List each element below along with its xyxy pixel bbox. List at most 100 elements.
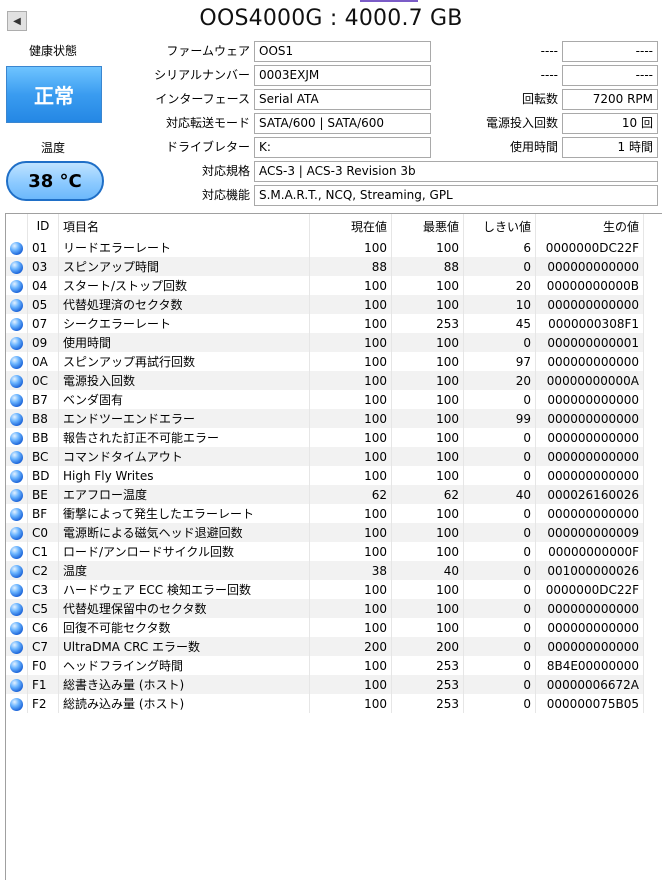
row-current: 100 — [309, 276, 392, 295]
health-status-badge[interactable]: 正常 — [6, 66, 102, 123]
header-id[interactable]: ID — [27, 214, 59, 238]
status-good-icon — [10, 640, 23, 654]
power-on-hours-label: 使用時間 — [509, 140, 558, 154]
table-row[interactable]: 07 シークエラーレート 100 253 45 0000000308F1 — [6, 314, 644, 333]
row-id: 0A — [27, 352, 59, 371]
table-row[interactable]: C7 UltraDMA CRC エラー数 200 200 0 000000000000 — [6, 637, 644, 656]
row-name: エンドツーエンドエラー — [58, 409, 310, 428]
row-threshold: 40 — [463, 485, 536, 504]
rotation-rate-field: 7200 RPM — [562, 89, 658, 110]
table-row[interactable]: 03 スピンアップ時間 88 88 0 000000000000 — [6, 257, 644, 276]
row-status-cell — [6, 447, 28, 466]
row-id: C0 — [27, 523, 59, 542]
table-row[interactable]: BC コマンドタイムアウト 100 100 0 000000000000 — [6, 447, 644, 466]
row-raw: 0000000308F1 — [535, 314, 644, 333]
row-status-cell — [6, 656, 28, 675]
row-name: シークエラーレート — [58, 314, 310, 333]
table-row[interactable]: BB 報告された訂正不可能エラー 100 100 0 000000000000 — [6, 428, 644, 447]
table-row[interactable]: C3 ハードウェア ECC 検知エラー回数 100 100 0 0000000DC22F — [6, 580, 644, 599]
table-row[interactable]: C6 回復不可能セクタ数 100 100 0 000000000000 — [6, 618, 644, 637]
header-worst[interactable]: 最悪値 — [391, 214, 464, 238]
row-threshold: 97 — [463, 352, 536, 371]
table-row[interactable]: 09 使用時間 100 100 0 000000000001 — [6, 333, 644, 352]
header-raw[interactable]: 生の値 — [535, 214, 644, 238]
row-current: 100 — [309, 523, 392, 542]
row-worst: 88 — [391, 257, 464, 276]
row-id: B8 — [27, 409, 59, 428]
table-row[interactable]: 04 スタート/ストップ回数 100 100 20 00000000000B — [6, 276, 644, 295]
table-row[interactable]: C2 温度 38 40 0 001000000026 — [6, 561, 644, 580]
row-threshold: 0 — [463, 599, 536, 618]
table-row[interactable]: 01 リードエラーレート 100 100 6 0000000DC22F — [6, 238, 644, 257]
transfer-mode-label: 対応転送モード — [165, 116, 250, 130]
table-row[interactable]: 0A スピンアップ再試行回数 100 100 97 000000000000 — [6, 352, 644, 371]
row-threshold: 20 — [463, 276, 536, 295]
previous-drive-button[interactable]: ◀ — [7, 11, 27, 31]
row-worst: 253 — [391, 675, 464, 694]
header-current[interactable]: 現在値 — [309, 214, 392, 238]
table-row[interactable]: B7 ベンダ固有 100 100 0 000000000000 — [6, 390, 644, 409]
table-row[interactable]: BE エアフロー温度 62 62 40 000026160026 — [6, 485, 644, 504]
row-threshold: 0 — [463, 694, 536, 713]
row-id: BE — [27, 485, 59, 504]
row-status-cell — [6, 618, 28, 637]
standard-field: ACS-3 | ACS-3 Revision 3b — [254, 161, 658, 182]
status-good-icon — [10, 317, 23, 331]
table-row[interactable]: F2 総読み込み量 (ホスト) 100 253 0 000000075B05 — [6, 694, 644, 713]
row-raw: 001000000026 — [535, 561, 644, 580]
unknown-field-2: ---- — [562, 65, 658, 86]
temperature-badge[interactable]: 38 °C — [6, 161, 104, 201]
unknown-label-2: ---- — [540, 68, 558, 82]
status-good-icon — [10, 336, 23, 350]
row-current: 200 — [309, 637, 392, 656]
row-threshold: 0 — [463, 542, 536, 561]
row-raw: 000000000000 — [535, 428, 644, 447]
table-row[interactable]: 0C 電源投入回数 100 100 20 00000000000A — [6, 371, 644, 390]
row-id: C5 — [27, 599, 59, 618]
row-name: 電源断による磁気ヘッド退避回数 — [58, 523, 310, 542]
table-row[interactable]: B8 エンドツーエンドエラー 100 100 99 000000000000 — [6, 409, 644, 428]
row-worst: 100 — [391, 371, 464, 390]
row-threshold: 0 — [463, 656, 536, 675]
row-threshold: 0 — [463, 561, 536, 580]
table-row[interactable]: F0 ヘッドフライング時間 100 253 0 8B4E00000000 — [6, 656, 644, 675]
row-id: 0C — [27, 371, 59, 390]
row-name: 代替処理済のセクタ数 — [58, 295, 310, 314]
row-name: 総書き込み量 (ホスト) — [58, 675, 310, 694]
temperature-label: 温度 — [40, 141, 65, 155]
table-row[interactable]: BF 衝撃によって発生したエラーレート 100 100 0 000000000000 — [6, 504, 644, 523]
header-threshold[interactable]: しきい値 — [463, 214, 536, 238]
interface-field: Serial ATA — [254, 89, 431, 110]
row-name: ヘッドフライング時間 — [58, 656, 310, 675]
row-worst: 100 — [391, 238, 464, 257]
status-good-icon — [10, 374, 23, 388]
table-row[interactable]: C5 代替処理保留中のセクタ数 100 100 0 000000000000 — [6, 599, 644, 618]
header-status[interactable] — [6, 214, 28, 238]
row-current: 100 — [309, 542, 392, 561]
row-name: 電源投入回数 — [58, 371, 310, 390]
row-threshold: 0 — [463, 428, 536, 447]
table-row[interactable]: 05 代替処理済のセクタ数 100 100 10 000000000000 — [6, 295, 644, 314]
table-row[interactable]: BD High Fly Writes 100 100 0 000000000000 — [6, 466, 644, 485]
power-on-count-field: 10 回 — [562, 113, 658, 134]
row-current: 100 — [309, 314, 392, 333]
row-raw: 000026160026 — [535, 485, 644, 504]
row-threshold: 0 — [463, 333, 536, 352]
table-row[interactable]: C0 電源断による磁気ヘッド退避回数 100 100 0 000000000009 — [6, 523, 644, 542]
row-threshold: 0 — [463, 466, 536, 485]
row-status-cell — [6, 314, 28, 333]
row-id: F0 — [27, 656, 59, 675]
row-id: BF — [27, 504, 59, 523]
row-id: C3 — [27, 580, 59, 599]
smart-attribute-table[interactable]: ID 項目名 現在値 最悪値 しきい値 生の値 01 リードエラーレート 100 10… — [5, 213, 662, 880]
row-raw: 00000000000F — [535, 542, 644, 561]
header-name[interactable]: 項目名 — [58, 214, 310, 238]
row-name: スピンアップ再試行回数 — [58, 352, 310, 371]
status-good-icon — [10, 602, 23, 616]
row-current: 100 — [309, 694, 392, 713]
table-row[interactable]: C1 ロード/アンロードサイクル回数 100 100 0 00000000000F — [6, 542, 644, 561]
row-worst: 100 — [391, 523, 464, 542]
row-worst: 100 — [391, 542, 464, 561]
row-current: 100 — [309, 618, 392, 637]
table-row[interactable]: F1 総書き込み量 (ホスト) 100 253 0 00000006672A — [6, 675, 644, 694]
